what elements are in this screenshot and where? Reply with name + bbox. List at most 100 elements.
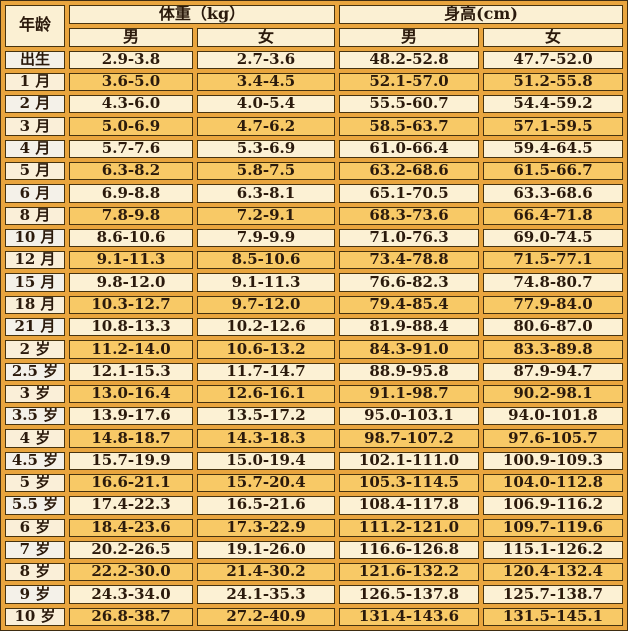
weight-female-cell: 10.6-13.2 <box>197 340 335 359</box>
height-female-cell: 97.6-105.7 <box>483 429 624 448</box>
age-cell: 15 月 <box>5 273 65 292</box>
age-cell: 7 岁 <box>5 540 65 560</box>
height-male-cell: 61.0-66.4 <box>339 139 479 158</box>
height-male-cell: 52.1-57.0 <box>339 72 479 92</box>
weight-female-cell: 27.2-40.9 <box>197 607 335 626</box>
age-cell: 1 月 <box>5 72 65 92</box>
weight-female-cell: 21.4-30.2 <box>197 563 335 582</box>
weight-female-cell: 15.0-19.4 <box>197 451 335 470</box>
weight-female-cell: 11.7-14.7 <box>197 362 335 381</box>
weight-female-cell: 3.4-4.5 <box>197 72 335 92</box>
height-female-cell: 100.9-109.3 <box>483 451 624 470</box>
height-female-cell: 74.8-80.7 <box>483 273 624 292</box>
table-row: 1 月 3.6-5.0 3.4-4.5 52.1-57.0 51.2-55.8 <box>5 72 624 92</box>
weight-female-cell: 14.3-18.3 <box>197 429 335 448</box>
height-male-cell: 71.0-76.3 <box>339 228 479 248</box>
table-row: 4.5 岁 15.7-19.9 15.0-19.4 102.1-111.0 100.9-… <box>5 451 624 470</box>
weight-male-cell: 2.9-3.8 <box>69 50 193 69</box>
weight-female-cell: 19.1-26.0 <box>197 540 335 560</box>
height-male-cell: 65.1-70.5 <box>339 184 479 203</box>
height-male-cell: 81.9-88.4 <box>339 317 479 337</box>
weight-male-cell: 10.3-12.7 <box>69 295 193 314</box>
table-row: 5 月 6.3-8.2 5.8-7.5 63.2-68.6 61.5-66.7 <box>5 162 624 181</box>
weight-male-cell: 12.1-15.3 <box>69 362 193 381</box>
height-male-cell: 84.3-91.0 <box>339 340 479 359</box>
age-column-header: 年龄 <box>5 5 65 47</box>
table-row: 2 岁 11.2-14.0 10.6-13.2 84.3-91.0 83.3-89.8 <box>5 340 624 359</box>
height-male-cell: 126.5-137.8 <box>339 585 479 604</box>
age-cell: 4.5 岁 <box>5 451 65 470</box>
weight-female-cell: 12.6-16.1 <box>197 384 335 404</box>
table-row: 3 岁 13.0-16.4 12.6-16.1 91.1-98.7 90.2-98.1 <box>5 384 624 404</box>
age-cell: 2.5 岁 <box>5 362 65 381</box>
age-cell: 10 月 <box>5 228 65 248</box>
height-female-cell: 87.9-94.7 <box>483 362 624 381</box>
table-row: 5.5 岁 17.4-22.3 16.5-21.6 108.4-117.8 106.9-… <box>5 496 624 515</box>
height-male-cell: 131.4-143.6 <box>339 607 479 626</box>
height-male-cell: 121.6-132.2 <box>339 563 479 582</box>
weight-female-cell: 7.9-9.9 <box>197 228 335 248</box>
age-cell: 4 月 <box>5 139 65 158</box>
table-row: 4 月 5.7-7.6 5.3-6.9 61.0-66.4 59.4-64.5 <box>5 139 624 158</box>
age-cell: 3.5 岁 <box>5 407 65 426</box>
weight-female-cell: 2.7-3.6 <box>197 50 335 69</box>
height-male-cell: 48.2-52.8 <box>339 50 479 69</box>
weight-female-cell: 4.7-6.2 <box>197 117 335 136</box>
weight-male-cell: 4.3-6.0 <box>69 95 193 114</box>
height-group-header: 身高(cm) <box>339 5 624 24</box>
weight-male-cell: 26.8-38.7 <box>69 607 193 626</box>
height-female-cell: 131.5-145.1 <box>483 607 624 626</box>
height-female-cell: 94.0-101.8 <box>483 407 624 426</box>
table-row: 21 月 10.8-13.3 10.2-12.6 81.9-88.4 80.6-87.0 <box>5 317 624 337</box>
table-row: 12 月 9.1-11.3 8.5-10.6 73.4-78.8 71.5-77.1 <box>5 251 624 270</box>
age-cell: 10 岁 <box>5 607 65 626</box>
age-cell: 出生 <box>5 50 65 69</box>
height-female-cell: 115.1-126.2 <box>483 540 624 560</box>
height-male-cell: 68.3-73.6 <box>339 206 479 225</box>
table-row: 15 月 9.8-12.0 9.1-11.3 76.6-82.3 74.8-80.7 <box>5 273 624 292</box>
table-row: 5 岁 16.6-21.1 15.7-20.4 105.3-114.5 104.0-11… <box>5 473 624 493</box>
weight-female-header: 女 <box>197 27 335 47</box>
height-male-cell: 116.6-126.8 <box>339 540 479 560</box>
weight-male-cell: 9.1-11.3 <box>69 251 193 270</box>
weight-male-header: 男 <box>69 27 193 47</box>
table-row: 3.5 岁 13.9-17.6 13.5-17.2 95.0-103.1 94.0-10… <box>5 407 624 426</box>
height-male-cell: 105.3-114.5 <box>339 473 479 493</box>
table-row: 2.5 岁 12.1-15.3 11.7-14.7 88.9-95.8 87.9-94.… <box>5 362 624 381</box>
weight-male-cell: 20.2-26.5 <box>69 540 193 560</box>
weight-male-cell: 13.9-17.6 <box>69 407 193 426</box>
weight-male-cell: 6.3-8.2 <box>69 162 193 181</box>
height-male-header: 男 <box>339 27 479 47</box>
age-cell: 8 月 <box>5 206 65 225</box>
age-cell: 18 月 <box>5 295 65 314</box>
height-male-cell: 76.6-82.3 <box>339 273 479 292</box>
height-female-cell: 120.4-132.4 <box>483 563 624 582</box>
height-male-cell: 63.2-68.6 <box>339 162 479 181</box>
weight-male-cell: 13.0-16.4 <box>69 384 193 404</box>
height-male-cell: 79.4-85.4 <box>339 295 479 314</box>
height-female-cell: 51.2-55.8 <box>483 72 624 92</box>
weight-female-cell: 24.1-35.3 <box>197 585 335 604</box>
table-row: 6 岁 18.4-23.6 17.3-22.9 111.2-121.0 109.7-11… <box>5 518 624 537</box>
height-female-cell: 106.9-116.2 <box>483 496 624 515</box>
weight-male-cell: 24.3-34.0 <box>69 585 193 604</box>
height-female-cell: 59.4-64.5 <box>483 139 624 158</box>
height-female-cell: 69.0-74.5 <box>483 228 624 248</box>
height-male-cell: 98.7-107.2 <box>339 429 479 448</box>
weight-female-cell: 9.1-11.3 <box>197 273 335 292</box>
weight-male-cell: 5.0-6.9 <box>69 117 193 136</box>
height-female-cell: 90.2-98.1 <box>483 384 624 404</box>
height-male-cell: 88.9-95.8 <box>339 362 479 381</box>
height-female-cell: 109.7-119.6 <box>483 518 624 537</box>
table-row: 18 月 10.3-12.7 9.7-12.0 79.4-85.4 77.9-84.0 <box>5 295 624 314</box>
weight-female-cell: 5.8-7.5 <box>197 162 335 181</box>
weight-female-cell: 10.2-12.6 <box>197 317 335 337</box>
table-row: 6 月 6.9-8.8 6.3-8.1 65.1-70.5 63.3-68.6 <box>5 184 624 203</box>
weight-group-header: 体重（kg） <box>69 5 335 24</box>
weight-male-cell: 18.4-23.6 <box>69 518 193 537</box>
height-female-cell: 66.4-71.8 <box>483 206 624 225</box>
weight-female-cell: 5.3-6.9 <box>197 139 335 158</box>
height-male-cell: 73.4-78.8 <box>339 251 479 270</box>
table-row: 8 岁 22.2-30.0 21.4-30.2 121.6-132.2 120.4-13… <box>5 563 624 582</box>
